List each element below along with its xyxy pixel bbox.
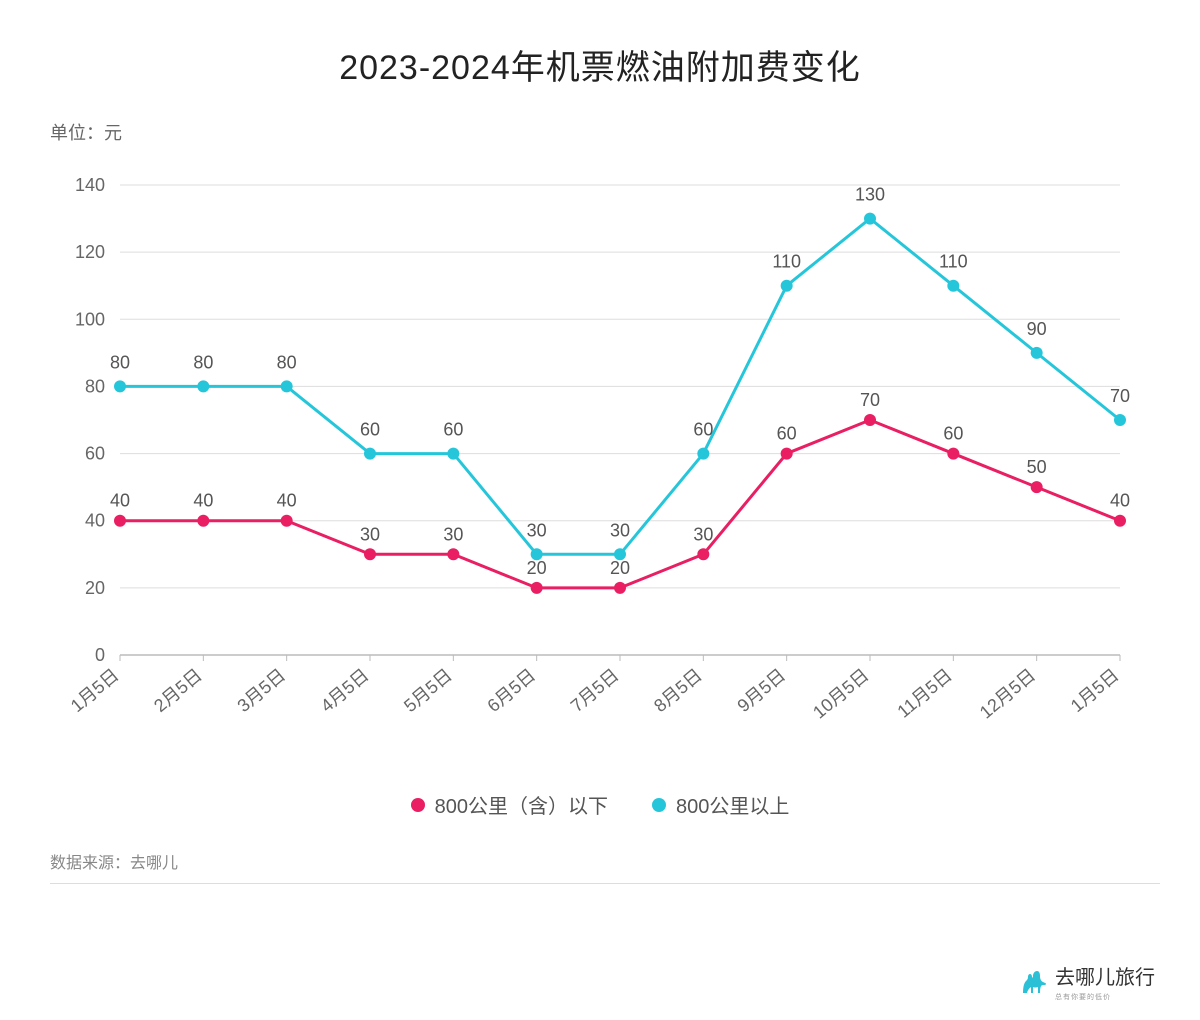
svg-text:20: 20 (85, 578, 105, 598)
svg-text:30: 30 (693, 524, 713, 544)
svg-text:30: 30 (443, 524, 463, 544)
chart-title: 2023-2024年机票燃油附加费变化 (40, 40, 1160, 89)
svg-text:4月5日: 4月5日 (317, 665, 373, 716)
legend-label: 800公里（含）以下 (435, 790, 608, 819)
unit-label: 单位：元 (50, 119, 1160, 145)
logo-text: 去哪儿旅行 (1055, 961, 1155, 990)
legend-dot (411, 798, 425, 812)
svg-text:1月5日: 1月5日 (1067, 665, 1123, 716)
svg-text:60: 60 (360, 420, 380, 440)
svg-text:40: 40 (85, 511, 105, 531)
svg-text:60: 60 (777, 424, 797, 444)
svg-text:7月5日: 7月5日 (567, 665, 623, 716)
svg-text:12月5日: 12月5日 (976, 665, 1039, 723)
svg-text:6月5日: 6月5日 (483, 665, 539, 716)
line-chart: 0 20 40 60 80 100 120 140 1月5日 2月5日 3月5日 4月5日 5月5日 6月… (50, 155, 1150, 775)
svg-text:40: 40 (193, 491, 213, 511)
svg-text:2月5日: 2月5日 (150, 665, 206, 716)
svg-text:40: 40 (277, 491, 297, 511)
logo-subtext: 总有你要的低价 (1055, 992, 1155, 1002)
svg-text:10月5日: 10月5日 (809, 665, 872, 723)
legend-item: 800公里（含）以下 (411, 790, 608, 819)
svg-text:110: 110 (939, 252, 968, 272)
svg-text:9月5日: 9月5日 (733, 665, 789, 716)
legend: 800公里（含）以下 800公里以上 (40, 790, 1160, 819)
brand-logo: 去哪儿旅行 总有你要的低价 (1019, 961, 1155, 1002)
chart-container: 2023-2024年机票燃油附加费变化 单位：元 0 20 40 60 80 100 120… (0, 0, 1200, 1020)
svg-text:5月5日: 5月5日 (400, 665, 456, 716)
svg-text:30: 30 (610, 520, 630, 540)
svg-text:40: 40 (110, 491, 130, 511)
legend-label: 800公里以上 (676, 790, 789, 819)
svg-text:120: 120 (75, 242, 105, 262)
svg-text:40: 40 (1110, 491, 1130, 511)
svg-text:60: 60 (443, 420, 463, 440)
svg-text:80: 80 (85, 376, 105, 396)
svg-text:60: 60 (85, 444, 105, 464)
svg-text:8月5日: 8月5日 (650, 665, 706, 716)
data-source-label: 数据来源：去哪儿 (50, 849, 1160, 884)
svg-text:30: 30 (360, 524, 380, 544)
svg-text:70: 70 (860, 390, 880, 410)
legend-item: 800公里以上 (652, 790, 789, 819)
svg-text:20: 20 (527, 558, 547, 578)
chart-plot-area: 0 20 40 60 80 100 120 140 1月5日 2月5日 3月5日 4月5日 5月5日 6月… (50, 155, 1150, 775)
svg-text:20: 20 (610, 558, 630, 578)
svg-text:60: 60 (943, 424, 963, 444)
svg-text:100: 100 (75, 309, 105, 329)
svg-text:11月5日: 11月5日 (893, 665, 955, 722)
svg-text:90: 90 (1027, 319, 1047, 339)
legend-dot (652, 798, 666, 812)
svg-text:80: 80 (110, 352, 130, 372)
svg-text:130: 130 (855, 185, 885, 205)
svg-text:60: 60 (693, 420, 713, 440)
svg-text:3月5日: 3月5日 (233, 665, 289, 716)
svg-text:0: 0 (95, 645, 105, 665)
camel-icon (1019, 969, 1049, 995)
svg-text:80: 80 (277, 352, 297, 372)
svg-text:140: 140 (75, 175, 105, 195)
svg-text:30: 30 (527, 520, 547, 540)
svg-text:70: 70 (1110, 386, 1130, 406)
svg-text:1月5日: 1月5日 (67, 665, 123, 716)
svg-text:110: 110 (772, 252, 801, 272)
svg-text:80: 80 (193, 352, 213, 372)
svg-text:50: 50 (1027, 457, 1047, 477)
